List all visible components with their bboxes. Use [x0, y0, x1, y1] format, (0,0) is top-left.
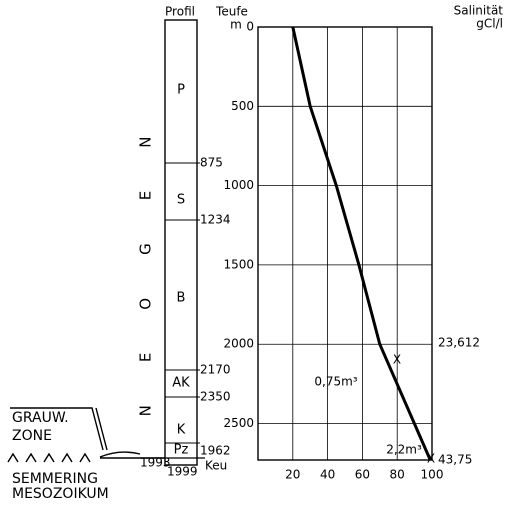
- y-tick-label: 500: [231, 99, 254, 113]
- annotation: X: [427, 452, 435, 466]
- x-tick-label: 80: [390, 468, 405, 482]
- left-label: ZONE: [12, 428, 52, 444]
- left-label: SEMMERING: [12, 471, 98, 487]
- grauwacke-zone: [10, 407, 108, 451]
- y-tick-label: 2500: [223, 416, 254, 430]
- annotation: X: [393, 353, 401, 367]
- boundary-label: 2350: [200, 390, 231, 404]
- boundary-label: 1962: [200, 444, 231, 458]
- base-label: Keu: [205, 459, 227, 473]
- annotation: 23,612: [438, 336, 480, 350]
- y-tick-label: 1500: [223, 257, 254, 271]
- x-tick-label: 40: [320, 468, 335, 482]
- base-label: 1993: [140, 456, 171, 470]
- unit-label: Pz: [174, 443, 189, 458]
- annotation: 2,2m³: [386, 443, 422, 457]
- unit-label: K: [177, 423, 186, 438]
- annotation: 0,75m³: [314, 375, 357, 389]
- x-axis-unit: gCl/l: [476, 17, 503, 31]
- semmering-symbols: [7, 451, 165, 463]
- x-axis-label: Salinität: [454, 4, 504, 18]
- unit-label: AK: [172, 376, 190, 391]
- profile-column: [164, 19, 198, 466]
- neogen-label: NEOGEN: [137, 94, 155, 417]
- unit-label: B: [177, 291, 186, 306]
- y-axis-label: Teufe: [215, 5, 248, 19]
- y-axis-unit: m: [230, 18, 242, 32]
- boundary-label: 1234: [200, 213, 231, 227]
- y-tick-label: 2000: [223, 337, 254, 351]
- plot-frame: [257, 26, 433, 461]
- y-tick-label: 0: [246, 20, 254, 34]
- annotation: 43,75: [438, 453, 472, 467]
- y-tick-label: 1000: [223, 178, 254, 192]
- unit-label: P: [177, 83, 185, 98]
- x-tick-label: 60: [355, 468, 370, 482]
- left-label: GRAUW.: [12, 410, 69, 426]
- salinity-line: [291, 26, 432, 461]
- left-label: MESOZOIKUM: [12, 486, 109, 502]
- unit-label: S: [177, 193, 185, 208]
- base-label: 1999: [167, 465, 198, 479]
- x-tick-label: 20: [285, 468, 300, 482]
- profile-title: Profil: [165, 5, 195, 19]
- boundary-label: 2170: [200, 363, 231, 377]
- boundary-label: 875: [200, 156, 223, 170]
- x-tick-label: 100: [421, 468, 444, 482]
